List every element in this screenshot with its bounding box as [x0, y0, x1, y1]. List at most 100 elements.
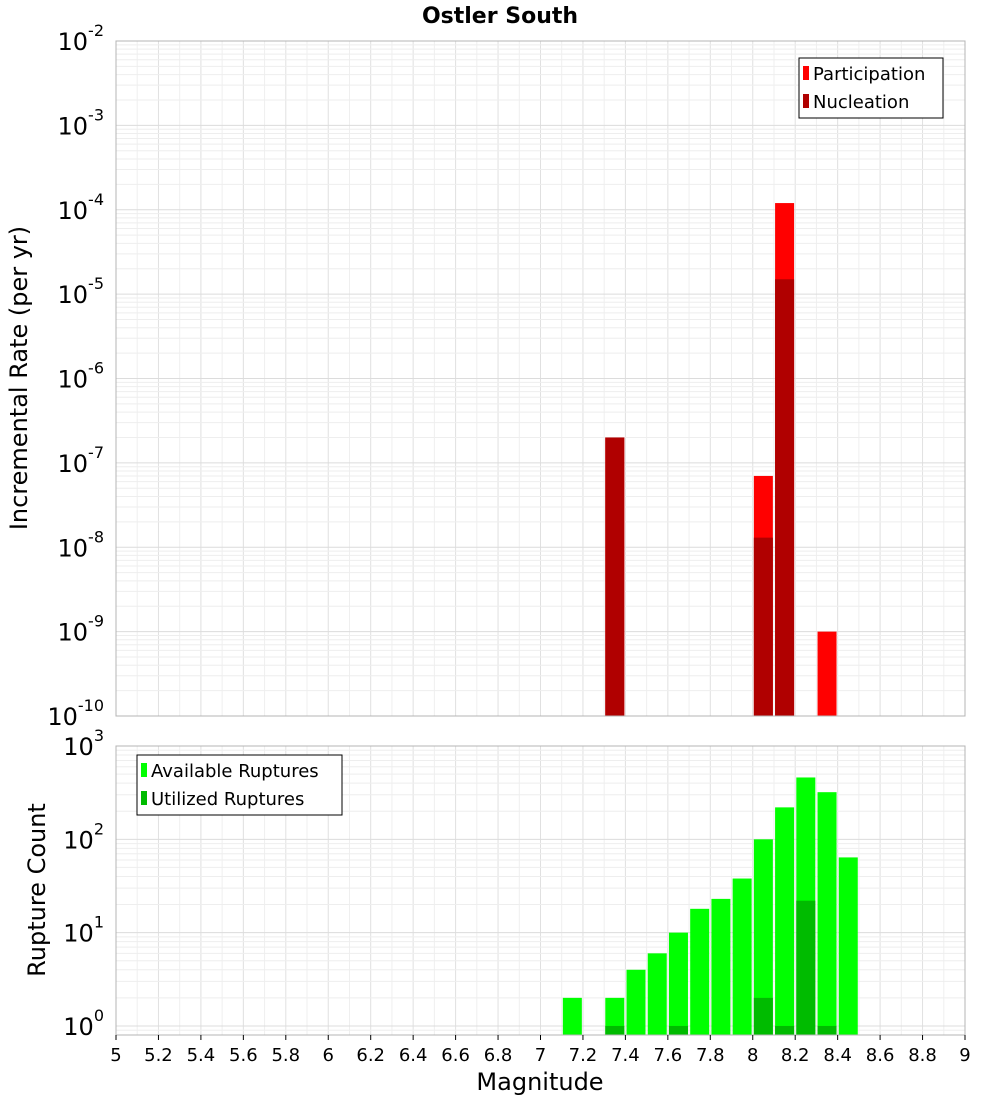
magnitude-x-ticks: 5 5.2 5.4 5.6 5.8 6 6.2 6.4 6.6 6.8 7 7.2 7.4 7.6 7.8 8…: [110, 1035, 971, 1066]
x-tick-label: 5.8: [271, 1045, 300, 1066]
available-ruptures-bar: [817, 792, 837, 1035]
available-ruptures-bar: [647, 953, 667, 1035]
count-y-tick-exponent: 0: [94, 1006, 104, 1025]
nucleation-bar: [775, 279, 795, 716]
rate-y-tick-base: 10: [58, 281, 89, 309]
rate-legend-box: [798, 57, 944, 119]
chart-title: Ostler South: [422, 4, 578, 29]
available-ruptures-bar: [626, 969, 646, 1035]
utilized-ruptures-bar: [753, 997, 773, 1035]
rate-y-tick-label: 10-6: [58, 359, 105, 394]
rate-legend: Participation Nucleation: [798, 57, 944, 119]
x-tick-label: 5.6: [229, 1045, 258, 1066]
available-ruptures-bar: [732, 878, 752, 1035]
count-y-tick-exponent: 2: [94, 819, 104, 838]
x-tick-label: 8.4: [823, 1045, 852, 1066]
rate-y-tick-exponent: -9: [88, 612, 104, 631]
x-tick-label: 8.2: [781, 1045, 810, 1066]
rate-y-tick-base: 10: [58, 366, 89, 394]
count-y-tick-label: 100: [63, 1006, 104, 1041]
x-tick-label: 7.2: [569, 1045, 598, 1066]
rate-y-axis-label: Incremental Rate (per yr): [5, 226, 33, 530]
count-y-tick-label: 103: [63, 726, 104, 761]
available-legend-label: Available Ruptures: [151, 761, 319, 782]
rate-bars: [605, 203, 837, 716]
available-ruptures-bar: [711, 898, 731, 1035]
rate-panel: 10-210-310-410-510-610-710-810-910-10 In…: [5, 21, 966, 731]
rate-y-tick-exponent: -3: [88, 105, 104, 124]
rate-y-tick-base: 10: [58, 112, 89, 140]
rate-y-tick-label: 10-9: [58, 612, 105, 647]
x-tick-label: 6.8: [484, 1045, 513, 1066]
participation-legend-label: Participation: [813, 64, 925, 85]
rate-y-tick-label: 10-2: [58, 21, 105, 56]
x-tick-label: 6: [323, 1045, 334, 1066]
available-ruptures-bar: [562, 997, 582, 1035]
utilized-legend-label: Utilized Ruptures: [151, 789, 304, 810]
utilized-ruptures-bar: [796, 900, 816, 1035]
rate-y-tick-label: 10-3: [58, 105, 105, 140]
rate-y-tick-exponent: -8: [88, 527, 104, 546]
count-y-tick-base: 10: [63, 1013, 94, 1041]
x-tick-label: 7: [535, 1045, 546, 1066]
count-y-axis-label: Rupture Count: [23, 803, 51, 977]
rate-y-tick-exponent: -2: [88, 21, 104, 40]
x-tick-label: 5.4: [187, 1045, 216, 1066]
rate-y-tick-label: 10-8: [58, 527, 105, 562]
available-ruptures-bar: [690, 908, 710, 1035]
rate-y-tick-label: 10-4: [58, 190, 105, 225]
utilized-ruptures-bar: [668, 1025, 688, 1035]
utilized-ruptures-bar: [775, 1025, 795, 1035]
x-tick-label: 6.6: [441, 1045, 470, 1066]
count-y-tick-base: 10: [63, 733, 94, 761]
rate-y-tick-base: 10: [58, 450, 89, 478]
count-y-tick-exponent: 1: [94, 913, 104, 932]
count-y-tick-base: 10: [63, 826, 94, 854]
count-legend: Available Ruptures Utilized Ruptures: [136, 754, 343, 816]
x-tick-label: 7.4: [611, 1045, 640, 1066]
nucleation-legend-label: Nucleation: [813, 92, 909, 113]
x-tick-label: 6.4: [399, 1045, 428, 1066]
available-ruptures-bar: [838, 857, 858, 1035]
participation-bar: [817, 631, 837, 716]
nucleation-bar: [605, 437, 625, 716]
rate-y-tick-base: 10: [58, 28, 89, 56]
rate-y-tick-exponent: -5: [88, 274, 104, 293]
available-ruptures-bar: [605, 997, 625, 1035]
count-y-tick-label: 102: [63, 819, 104, 854]
count-y-tick-label: 101: [63, 913, 104, 948]
available-ruptures-bar: [753, 839, 773, 1035]
rate-grid: [115, 40, 966, 717]
rate-y-tick-label: 10-7: [58, 443, 105, 478]
x-tick-label: 6.2: [356, 1045, 385, 1066]
count-y-tick-base: 10: [63, 920, 94, 948]
x-tick-label: 8: [747, 1045, 758, 1066]
available-legend-swatch: [141, 763, 147, 777]
rate-y-tick-label: 10-10: [47, 696, 104, 731]
rate-y-tick-base: 10: [47, 703, 78, 731]
rate-plot-border: [115, 40, 966, 717]
count-legend-box: [136, 754, 343, 816]
nucleation-legend-swatch: [803, 94, 809, 108]
magnitude-x-axis-label: Magnitude: [476, 1068, 603, 1096]
rate-y-tick-exponent: -6: [88, 359, 104, 378]
rate-y-tick-exponent: -10: [78, 696, 104, 715]
count-bars: [562, 777, 858, 1035]
rate-y-tick-base: 10: [58, 534, 89, 562]
rate-y-tick-base: 10: [58, 619, 89, 647]
x-tick-label: 9: [959, 1045, 970, 1066]
x-tick-label: 8.8: [908, 1045, 937, 1066]
available-ruptures-bar: [668, 932, 688, 1035]
rate-y-tick-exponent: -7: [88, 443, 104, 462]
utilized-ruptures-bar: [605, 1025, 625, 1035]
x-tick-label: 8.6: [866, 1045, 895, 1066]
rate-y-tick-exponent: -4: [88, 190, 104, 209]
x-tick-label: 5.2: [144, 1045, 173, 1066]
x-tick-label: 7.6: [654, 1045, 683, 1066]
rate-y-ticks: 10-210-310-410-510-610-710-810-910-10: [47, 21, 104, 731]
nucleation-bar: [753, 537, 773, 716]
available-ruptures-bar: [775, 807, 795, 1035]
x-tick-label: 5: [110, 1045, 121, 1066]
